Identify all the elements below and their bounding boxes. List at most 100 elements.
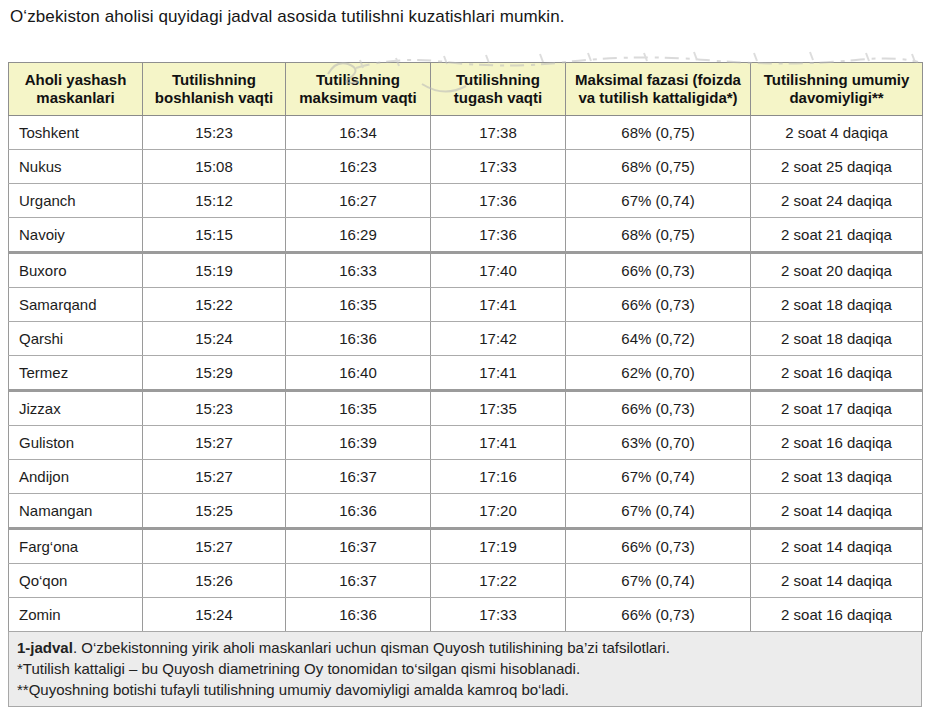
table-row: Qarshi15:2416:3617:4264% (0,72)2 soat 18… [9, 322, 923, 356]
document-page: O‘zbekiston aholisi quyidagi jadval asos… [0, 0, 931, 707]
cell-phase: 66% (0,73) [566, 288, 751, 322]
table-row: Jizzax15:2316:3517:3566% (0,73)2 soat 17… [9, 391, 923, 426]
eclipse-table-body: Toshkent15:2316:3417:3868% (0,75)2 soat … [9, 116, 923, 632]
cell-city: Zomin [9, 598, 143, 632]
footnote-sunset: **Quyoshning botishi tufayli tutilishnin… [17, 679, 913, 700]
cell-max: 16:23 [286, 150, 431, 184]
cell-city: Buxoro [9, 253, 143, 288]
table-row: Nukus15:0816:2317:3368% (0,75)2 soat 25 … [9, 150, 923, 184]
cell-duration: 2 soat 17 daqiqa [751, 391, 923, 426]
table-row: Andijon15:2716:3717:1667% (0,74)2 soat 1… [9, 460, 923, 494]
cell-city: Qarshi [9, 322, 143, 356]
cell-city: Qo‘qon [9, 564, 143, 598]
cell-city: Navoiy [9, 218, 143, 253]
header-cell-phase: Maksimal fazasi (foizda va tutilish katt… [566, 63, 751, 116]
cell-end: 17:19 [431, 529, 566, 564]
cell-end: 17:36 [431, 218, 566, 253]
header-cell-end: Tutilishning tugash vaqti [431, 63, 566, 116]
cell-end: 17:41 [431, 426, 566, 460]
cell-phase: 67% (0,74) [566, 184, 751, 218]
cell-phase: 66% (0,73) [566, 529, 751, 564]
table-notes: 1-jadval. O‘zbekistonning yirik aholi ma… [8, 631, 922, 707]
cell-duration: 2 soat 16 daqiqa [751, 356, 923, 391]
cell-phase: 68% (0,75) [566, 150, 751, 184]
cell-phase: 68% (0,75) [566, 116, 751, 150]
cell-end: 17:41 [431, 356, 566, 391]
cell-start: 15:22 [143, 288, 286, 322]
header-cell-start: Tutilishning boshlanish vaqti [143, 63, 286, 116]
cell-duration: 2 soat 25 daqiqa [751, 150, 923, 184]
cell-duration: 2 soat 14 daqiqa [751, 529, 923, 564]
cell-start: 15:12 [143, 184, 286, 218]
cell-phase: 63% (0,70) [566, 426, 751, 460]
cell-duration: 2 soat 18 daqiqa [751, 288, 923, 322]
cell-end: 17:38 [431, 116, 566, 150]
cell-phase: 66% (0,73) [566, 598, 751, 632]
cell-max: 16:39 [286, 426, 431, 460]
cell-start: 15:27 [143, 426, 286, 460]
cell-max: 16:35 [286, 288, 431, 322]
cell-phase: 66% (0,73) [566, 391, 751, 426]
cell-duration: 2 soat 18 daqiqa [751, 322, 923, 356]
cell-max: 16:34 [286, 116, 431, 150]
cell-start: 15:15 [143, 218, 286, 253]
cell-end: 17:33 [431, 150, 566, 184]
cell-max: 16:29 [286, 218, 431, 253]
cell-duration: 2 soat 14 daqiqa [751, 494, 923, 529]
cell-phase: 68% (0,75) [566, 218, 751, 253]
cell-city: Toshkent [9, 116, 143, 150]
cell-city: Jizzax [9, 391, 143, 426]
cell-start: 15:23 [143, 116, 286, 150]
table-row: Navoiy15:1516:2917:3668% (0,75)2 soat 21… [9, 218, 923, 253]
cell-start: 15:08 [143, 150, 286, 184]
cell-start: 15:27 [143, 529, 286, 564]
cell-end: 17:16 [431, 460, 566, 494]
page-title: O‘zbekiston aholisi quyidagi jadval asos… [10, 7, 923, 27]
table-row: Buxoro15:1916:3317:4066% (0,73)2 soat 20… [9, 253, 923, 288]
table-caption: 1-jadval. O‘zbekistonning yirik aholi ma… [17, 637, 913, 658]
cell-end: 17:20 [431, 494, 566, 529]
cell-city: Nukus [9, 150, 143, 184]
cell-phase: 62% (0,70) [566, 356, 751, 391]
cell-max: 16:36 [286, 494, 431, 529]
cell-city: Farg‘ona [9, 529, 143, 564]
cell-end: 17:35 [431, 391, 566, 426]
cell-end: 17:36 [431, 184, 566, 218]
cell-city: Namangan [9, 494, 143, 529]
cell-end: 17:42 [431, 322, 566, 356]
table-caption-text: . O‘zbekistonning yirik aholi maskanlari… [73, 639, 670, 656]
cell-end: 17:40 [431, 253, 566, 288]
cell-duration: 2 soat 4 daqiqa [751, 116, 923, 150]
cell-duration: 2 soat 14 daqiqa [751, 564, 923, 598]
cell-duration: 2 soat 13 daqiqa [751, 460, 923, 494]
table-row: Termez15:2916:4017:4162% (0,70)2 soat 16… [9, 356, 923, 391]
cell-max: 16:37 [286, 564, 431, 598]
cell-start: 15:27 [143, 460, 286, 494]
cell-phase: 66% (0,73) [566, 253, 751, 288]
eclipse-table-container: Aholi yashash maskanlari Tutilishning bo… [8, 62, 922, 707]
cell-city: Termez [9, 356, 143, 391]
cell-city: Andijon [9, 460, 143, 494]
eclipse-table: Aholi yashash maskanlari Tutilishning bo… [8, 62, 923, 632]
table-row: Urganch15:1216:2717:3667% (0,74)2 soat 2… [9, 184, 923, 218]
cell-phase: 64% (0,72) [566, 322, 751, 356]
table-row: Qo‘qon15:2616:3717:2267% (0,74)2 soat 14… [9, 564, 923, 598]
cell-max: 16:27 [286, 184, 431, 218]
cell-max: 16:37 [286, 460, 431, 494]
cell-start: 15:19 [143, 253, 286, 288]
table-row: Toshkent15:2316:3417:3868% (0,75)2 soat … [9, 116, 923, 150]
cell-phase: 67% (0,74) [566, 494, 751, 529]
cell-start: 15:23 [143, 391, 286, 426]
cell-duration: 2 soat 16 daqiqa [751, 426, 923, 460]
cell-duration: 2 soat 21 daqiqa [751, 218, 923, 253]
table-row: Samarqand15:2216:3517:4166% (0,73)2 soat… [9, 288, 923, 322]
cell-start: 15:25 [143, 494, 286, 529]
cell-max: 16:37 [286, 529, 431, 564]
cell-duration: 2 soat 24 daqiqa [751, 184, 923, 218]
cell-phase: 67% (0,74) [566, 460, 751, 494]
cell-city: Guliston [9, 426, 143, 460]
table-row: Namangan15:2516:3617:2067% (0,74)2 soat … [9, 494, 923, 529]
cell-end: 17:33 [431, 598, 566, 632]
cell-start: 15:24 [143, 598, 286, 632]
cell-max: 16:40 [286, 356, 431, 391]
